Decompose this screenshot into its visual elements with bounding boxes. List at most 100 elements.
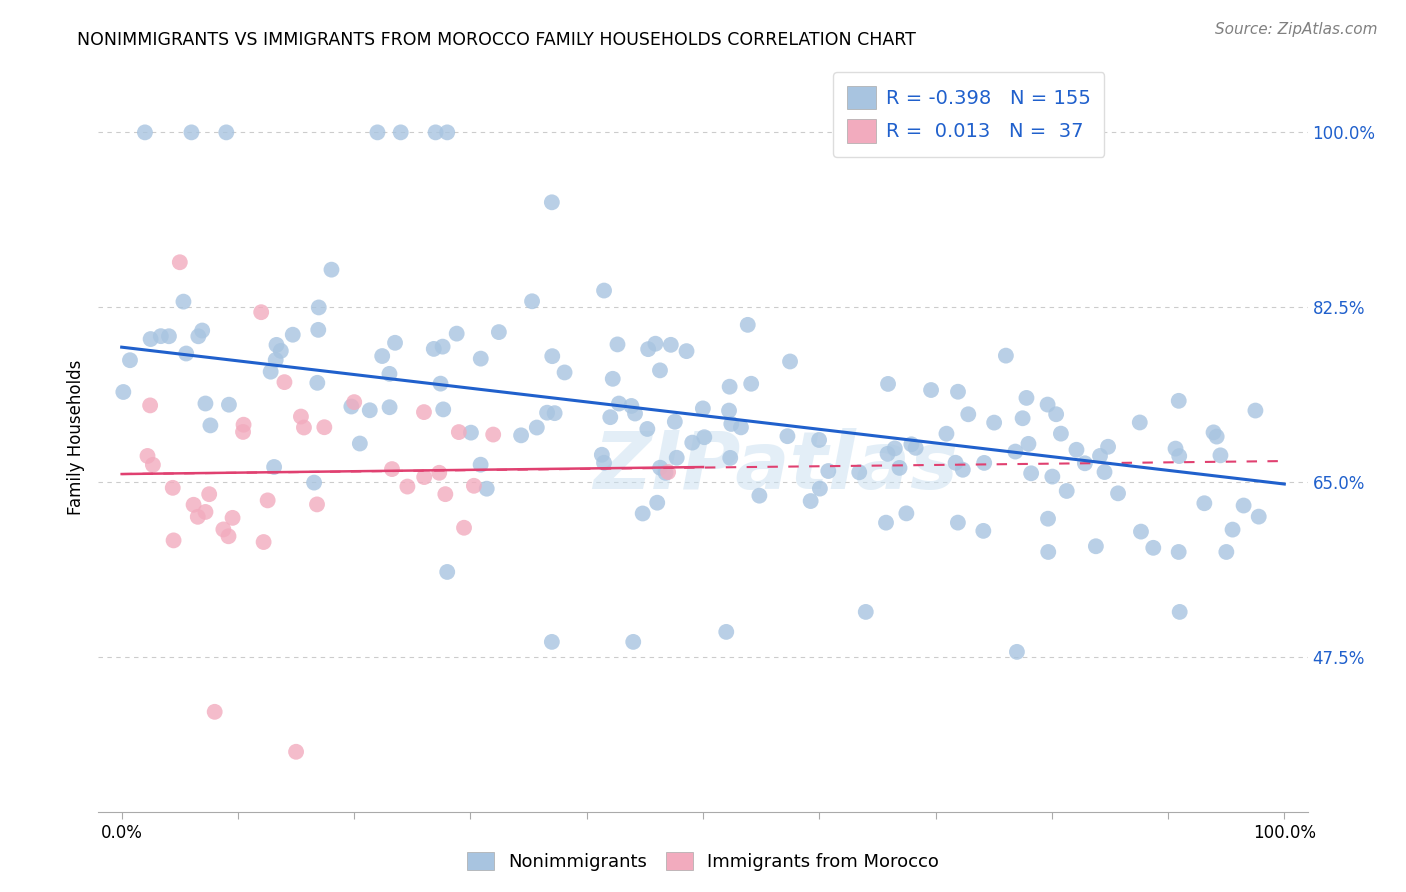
Point: [260, 365, 283, 379]
Point: [972, 524, 994, 538]
Point: [446, 326, 468, 341]
Point: [200, 418, 222, 433]
Point: [621, 635, 644, 649]
Point: [1142, 541, 1164, 555]
Point: [800, 494, 823, 508]
Point: [659, 338, 682, 352]
Text: ZIPatlas: ZIPatlas: [593, 428, 957, 506]
Point: [540, 195, 562, 210]
Point: [946, 516, 969, 530]
Point: [290, 409, 312, 424]
Legend: Nonimmigrants, Immigrants from Morocco: Nonimmigrants, Immigrants from Morocco: [460, 845, 946, 879]
Point: [748, 489, 770, 503]
Point: [540, 635, 562, 649]
Point: [602, 372, 624, 386]
Point: [554, 366, 576, 380]
Point: [876, 447, 898, 461]
Point: [883, 442, 905, 456]
Text: Source: ZipAtlas.com: Source: ZipAtlas.com: [1215, 22, 1378, 37]
Text: NONIMMIGRANTS VS IMMIGRANTS FROM MOROCCO FAMILY HOUSEHOLDS CORRELATION CHART: NONIMMIGRANTS VS IMMIGRANTS FROM MOROCCO…: [77, 31, 917, 49]
Point: [1015, 391, 1038, 405]
Point: [1056, 483, 1078, 498]
Point: [378, 401, 401, 415]
Point: [340, 400, 363, 414]
Point: [607, 396, 630, 410]
Point: [904, 441, 927, 455]
Point: [1222, 523, 1244, 537]
Point: [1019, 467, 1042, 481]
Point: [302, 475, 325, 490]
Point: [776, 429, 799, 443]
Point: [848, 465, 870, 479]
Point: [307, 376, 329, 390]
Point: [644, 336, 666, 351]
Point: [429, 376, 451, 391]
Point: [142, 458, 165, 472]
Point: [112, 384, 135, 399]
Point: [264, 353, 287, 368]
Point: [520, 294, 543, 309]
Point: [232, 425, 254, 439]
Point: [162, 533, 184, 548]
Point: [221, 511, 243, 525]
Point: [526, 420, 548, 434]
Point: [664, 415, 686, 429]
Point: [281, 327, 304, 342]
Point: [427, 466, 450, 480]
Point: [250, 305, 273, 319]
Point: [1011, 411, 1033, 425]
Point: [436, 125, 458, 139]
Point: [482, 427, 505, 442]
Point: [432, 402, 454, 417]
Point: [349, 436, 371, 450]
Point: [470, 351, 492, 366]
Point: [994, 349, 1017, 363]
Point: [636, 422, 658, 436]
Point: [413, 405, 436, 419]
Point: [305, 497, 328, 511]
Point: [543, 406, 565, 420]
Point: [1202, 425, 1225, 440]
Point: [808, 433, 831, 447]
Point: [1088, 449, 1111, 463]
Point: [252, 535, 274, 549]
Point: [183, 498, 205, 512]
Point: [541, 349, 564, 363]
Point: [432, 340, 454, 354]
Point: [665, 450, 688, 465]
Point: [308, 301, 330, 315]
Point: [973, 456, 995, 470]
Point: [1130, 524, 1153, 539]
Point: [425, 125, 447, 139]
Point: [1167, 545, 1189, 559]
Point: [591, 448, 613, 462]
Point: [645, 496, 668, 510]
Point: [1232, 499, 1254, 513]
Point: [1209, 448, 1232, 462]
Point: [273, 375, 295, 389]
Point: [718, 380, 741, 394]
Point: [1074, 456, 1097, 470]
Point: [134, 125, 156, 139]
Point: [359, 403, 381, 417]
Point: [194, 396, 217, 410]
Point: [307, 323, 329, 337]
Point: [169, 255, 191, 269]
Point: [434, 487, 457, 501]
Point: [215, 125, 238, 139]
Legend: R = -0.398   N = 155, R =  0.013   N =  37: R = -0.398 N = 155, R = 0.013 N = 37: [834, 72, 1104, 157]
Point: [718, 403, 741, 417]
Point: [263, 460, 285, 475]
Point: [855, 605, 877, 619]
Point: [1168, 605, 1191, 619]
Point: [718, 450, 741, 465]
Point: [172, 294, 194, 309]
Point: [716, 624, 738, 639]
Point: [620, 399, 643, 413]
Point: [693, 430, 716, 444]
Point: [1040, 469, 1063, 483]
Point: [1066, 442, 1088, 457]
Point: [637, 342, 659, 356]
Point: [204, 705, 226, 719]
Point: [157, 329, 180, 343]
